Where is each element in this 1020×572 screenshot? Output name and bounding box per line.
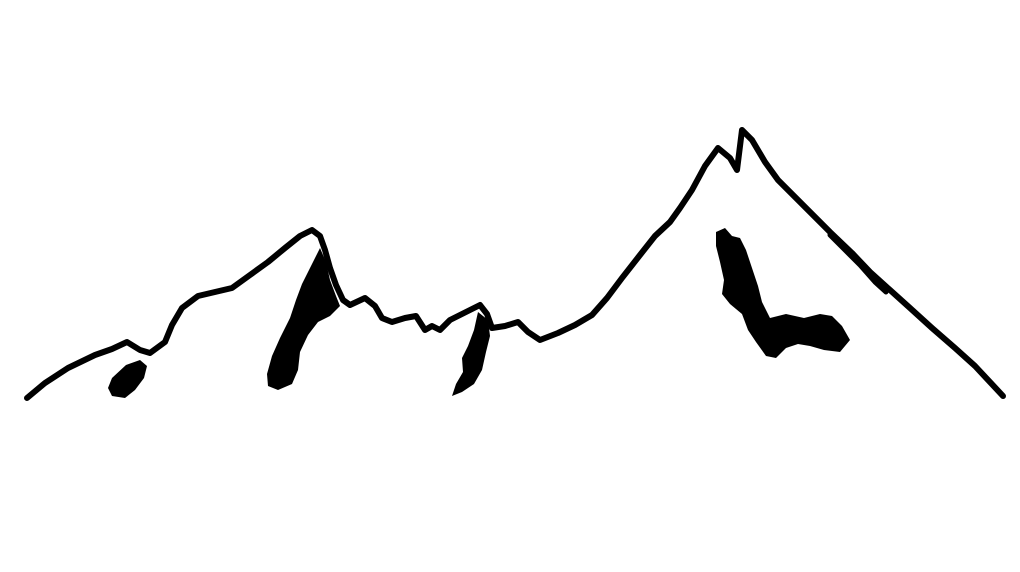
first-peak-shadow	[267, 248, 340, 390]
main-peak-shadow	[716, 228, 850, 358]
mountain-ridgeline	[24, 127, 1006, 401]
middle-peak-shadow	[452, 312, 490, 396]
right-flank-detail	[827, 232, 889, 295]
left-foothill-shadow	[108, 360, 147, 398]
